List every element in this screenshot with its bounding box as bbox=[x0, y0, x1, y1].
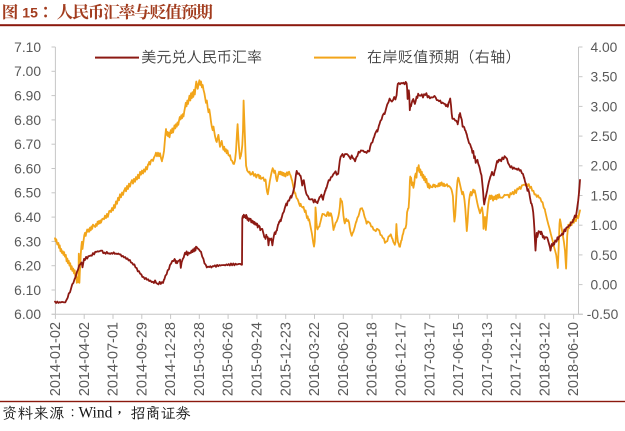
svg-text:2017-06-15: 2017-06-15 bbox=[451, 322, 467, 396]
svg-text:2016-09-18: 2016-09-18 bbox=[365, 322, 381, 396]
svg-text:15: 15 bbox=[22, 5, 38, 21]
svg-text:6.00: 6.00 bbox=[14, 307, 41, 322]
svg-text:Wind: Wind bbox=[79, 404, 113, 421]
svg-text:2018-03-12: 2018-03-12 bbox=[537, 322, 553, 396]
svg-text:2.00: 2.00 bbox=[591, 159, 618, 174]
svg-text:2017-09-13: 2017-09-13 bbox=[480, 322, 496, 396]
svg-text:2014-01-02: 2014-01-02 bbox=[48, 322, 64, 396]
svg-text:2016-03-22: 2016-03-22 bbox=[307, 322, 323, 396]
svg-text:2014-04-02: 2014-04-02 bbox=[77, 322, 93, 396]
svg-text:2014-09-29: 2014-09-29 bbox=[134, 322, 150, 396]
svg-text:6.40: 6.40 bbox=[14, 210, 41, 225]
svg-text:2.50: 2.50 bbox=[591, 129, 618, 144]
svg-text:6.80: 6.80 bbox=[14, 113, 41, 128]
svg-text:6.50: 6.50 bbox=[14, 186, 41, 201]
svg-text:2017-12-12: 2017-12-12 bbox=[509, 322, 525, 396]
svg-text:2015-09-24: 2015-09-24 bbox=[250, 322, 266, 396]
svg-text:0.00: 0.00 bbox=[591, 278, 618, 293]
svg-text:-0.50: -0.50 bbox=[587, 307, 619, 322]
svg-text:2016-06-20: 2016-06-20 bbox=[336, 322, 352, 396]
svg-text:6.30: 6.30 bbox=[14, 234, 41, 249]
svg-text:2015-06-26: 2015-06-26 bbox=[221, 322, 237, 396]
svg-text:2018-06-10: 2018-06-10 bbox=[566, 322, 582, 396]
svg-text:7.00: 7.00 bbox=[14, 64, 41, 79]
svg-text:2016-12-17: 2016-12-17 bbox=[394, 322, 410, 396]
svg-text:6.70: 6.70 bbox=[14, 137, 41, 152]
svg-text:2014-12-28: 2014-12-28 bbox=[163, 322, 179, 396]
svg-text:6.90: 6.90 bbox=[14, 89, 41, 104]
svg-text:6.20: 6.20 bbox=[14, 259, 41, 274]
svg-text:6.10: 6.10 bbox=[14, 283, 41, 298]
svg-text:1.00: 1.00 bbox=[591, 218, 618, 233]
svg-text:1.50: 1.50 bbox=[591, 188, 618, 203]
svg-text:2015-03-28: 2015-03-28 bbox=[192, 322, 208, 396]
svg-text:0.50: 0.50 bbox=[591, 248, 618, 263]
svg-text:2017-03-17: 2017-03-17 bbox=[422, 322, 438, 396]
svg-text:7.10: 7.10 bbox=[14, 40, 41, 55]
svg-text:2015-12-23: 2015-12-23 bbox=[278, 322, 294, 396]
svg-text:3.50: 3.50 bbox=[591, 70, 618, 85]
svg-text:2014-07-01: 2014-07-01 bbox=[106, 322, 122, 396]
svg-text:3.00: 3.00 bbox=[591, 99, 618, 114]
svg-text:6.60: 6.60 bbox=[14, 161, 41, 176]
svg-text:4.00: 4.00 bbox=[591, 40, 618, 55]
